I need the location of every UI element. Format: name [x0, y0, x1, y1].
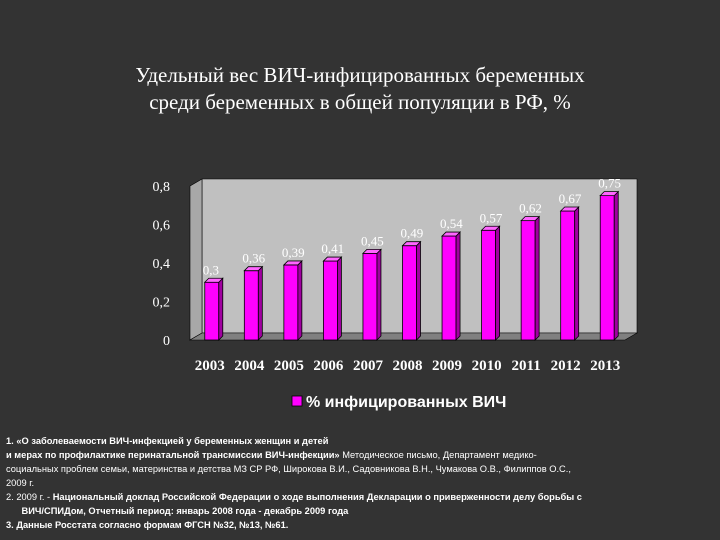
source-line: социальных проблем семьи, материнства и …	[6, 464, 571, 474]
bar-front	[599, 195, 615, 341]
bar	[282, 259, 303, 341]
plot-side-wall	[189, 178, 203, 341]
bar-side	[376, 248, 382, 341]
bar-top	[282, 260, 303, 266]
data-labels: 0,3 0,36 0,39 0,41 0,45 0,49 0,54 0,57 0,62 0,67 0…	[203, 176, 621, 278]
x-tick-label: 2011	[512, 358, 541, 374]
bar-top	[520, 216, 541, 222]
x-tick-label: 2005	[274, 358, 304, 374]
data-label: 0,45	[361, 233, 384, 248]
x-tick-label: 2013	[590, 358, 620, 374]
data-label: 0,75	[598, 176, 621, 191]
bar-side	[613, 190, 619, 341]
bar-top	[480, 225, 501, 231]
x-tick-label: 2007	[353, 358, 384, 374]
bar-front	[362, 252, 378, 341]
y-tick-label: 0	[163, 334, 170, 349]
title-line-1: Удельный вес ВИЧ-инфицированных беременн…	[135, 63, 585, 87]
bar	[599, 190, 620, 341]
bar-top	[599, 191, 620, 197]
x-tick-label: 2010	[472, 358, 502, 374]
bar-side	[257, 265, 263, 341]
bar-side	[574, 206, 580, 341]
y-tick-label: 0,8	[153, 180, 171, 195]
title-line-2: среди беременных в общей популяции в РФ,…	[149, 90, 571, 114]
x-tick-label: 2012	[551, 358, 581, 374]
data-label: 0,3	[203, 262, 219, 277]
bar	[361, 248, 382, 341]
data-label: 0,41	[321, 241, 344, 256]
y-tick-label: 0,4	[153, 257, 171, 272]
x-tick-label: 2004	[234, 358, 265, 374]
bar-top	[322, 256, 343, 262]
data-label: 0,39	[282, 245, 305, 260]
bar-front	[481, 229, 496, 341]
x-tick-label: 2009	[432, 358, 462, 374]
bar-top	[559, 206, 580, 212]
x-tick-label: 2006	[313, 358, 344, 374]
bar	[322, 256, 343, 341]
bar-front	[204, 281, 220, 341]
bar	[203, 277, 224, 341]
bar-side	[534, 215, 540, 341]
bar	[441, 231, 462, 341]
bar-front	[243, 270, 259, 341]
source-line: 2009 г.	[6, 478, 35, 488]
bar-front	[402, 245, 417, 341]
bar-side	[297, 259, 303, 341]
legend: % инфицированных ВИЧ	[291, 394, 506, 411]
x-tick-label: 2008	[393, 358, 423, 374]
y-tick-label: 0,6	[153, 219, 171, 234]
data-label: 0,36	[242, 251, 265, 266]
bar	[559, 206, 580, 341]
bar-front	[283, 264, 299, 341]
y-axis-ticks: 0 0,2 0,4 0,6 0,8	[153, 180, 171, 349]
source-line: 2. 2009 г. - Национальный доклад Российс…	[6, 492, 582, 502]
bar-top	[203, 277, 224, 283]
sources-list: 1. «О заболеваемости ВИЧ-инфекцией у бер…	[6, 434, 712, 532]
bar-front	[560, 210, 576, 341]
bar-side	[455, 231, 461, 341]
source-line: и мерах по профилактике перинатальной тр…	[6, 450, 537, 460]
bar-front	[441, 235, 457, 341]
bar-front	[520, 220, 536, 341]
slide-title: Удельный вес ВИЧ-инфицированных беременн…	[40, 62, 680, 116]
data-label: 0,67	[559, 191, 582, 206]
bar-side	[218, 277, 224, 341]
x-axis-ticks: 2003 2004 2005 2006 2007 2008 2009 2010 2011 2012…	[195, 358, 620, 374]
data-label: 0,62	[519, 201, 542, 216]
bar	[520, 215, 541, 341]
bar	[243, 265, 264, 341]
data-label: 0,57	[480, 210, 503, 225]
bar-side	[495, 225, 500, 341]
bars	[203, 190, 620, 341]
bar-side	[337, 256, 342, 341]
source-line: ВИЧ/СПИДом, Отчетный период: январь 2008…	[6, 506, 349, 516]
bar-top	[243, 266, 264, 272]
legend-swatch	[291, 395, 303, 407]
bar-front	[323, 260, 338, 341]
bar-top	[361, 248, 382, 254]
bar-side	[416, 240, 421, 341]
bar	[401, 240, 422, 341]
data-label: 0,49	[401, 226, 424, 241]
y-tick-label: 0,2	[153, 296, 171, 311]
bar	[480, 225, 501, 341]
x-tick-label: 2003	[195, 358, 225, 374]
bar-top	[401, 241, 422, 247]
source-line: 1. «О заболеваемости ВИЧ-инфекцией у бер…	[6, 436, 329, 446]
legend-label: % инфицированных ВИЧ	[306, 394, 506, 411]
data-label: 0,54	[440, 216, 463, 231]
source-line: 3. Данные Росстата согласно формам ФГСН …	[6, 520, 289, 530]
bar-top	[441, 231, 462, 237]
